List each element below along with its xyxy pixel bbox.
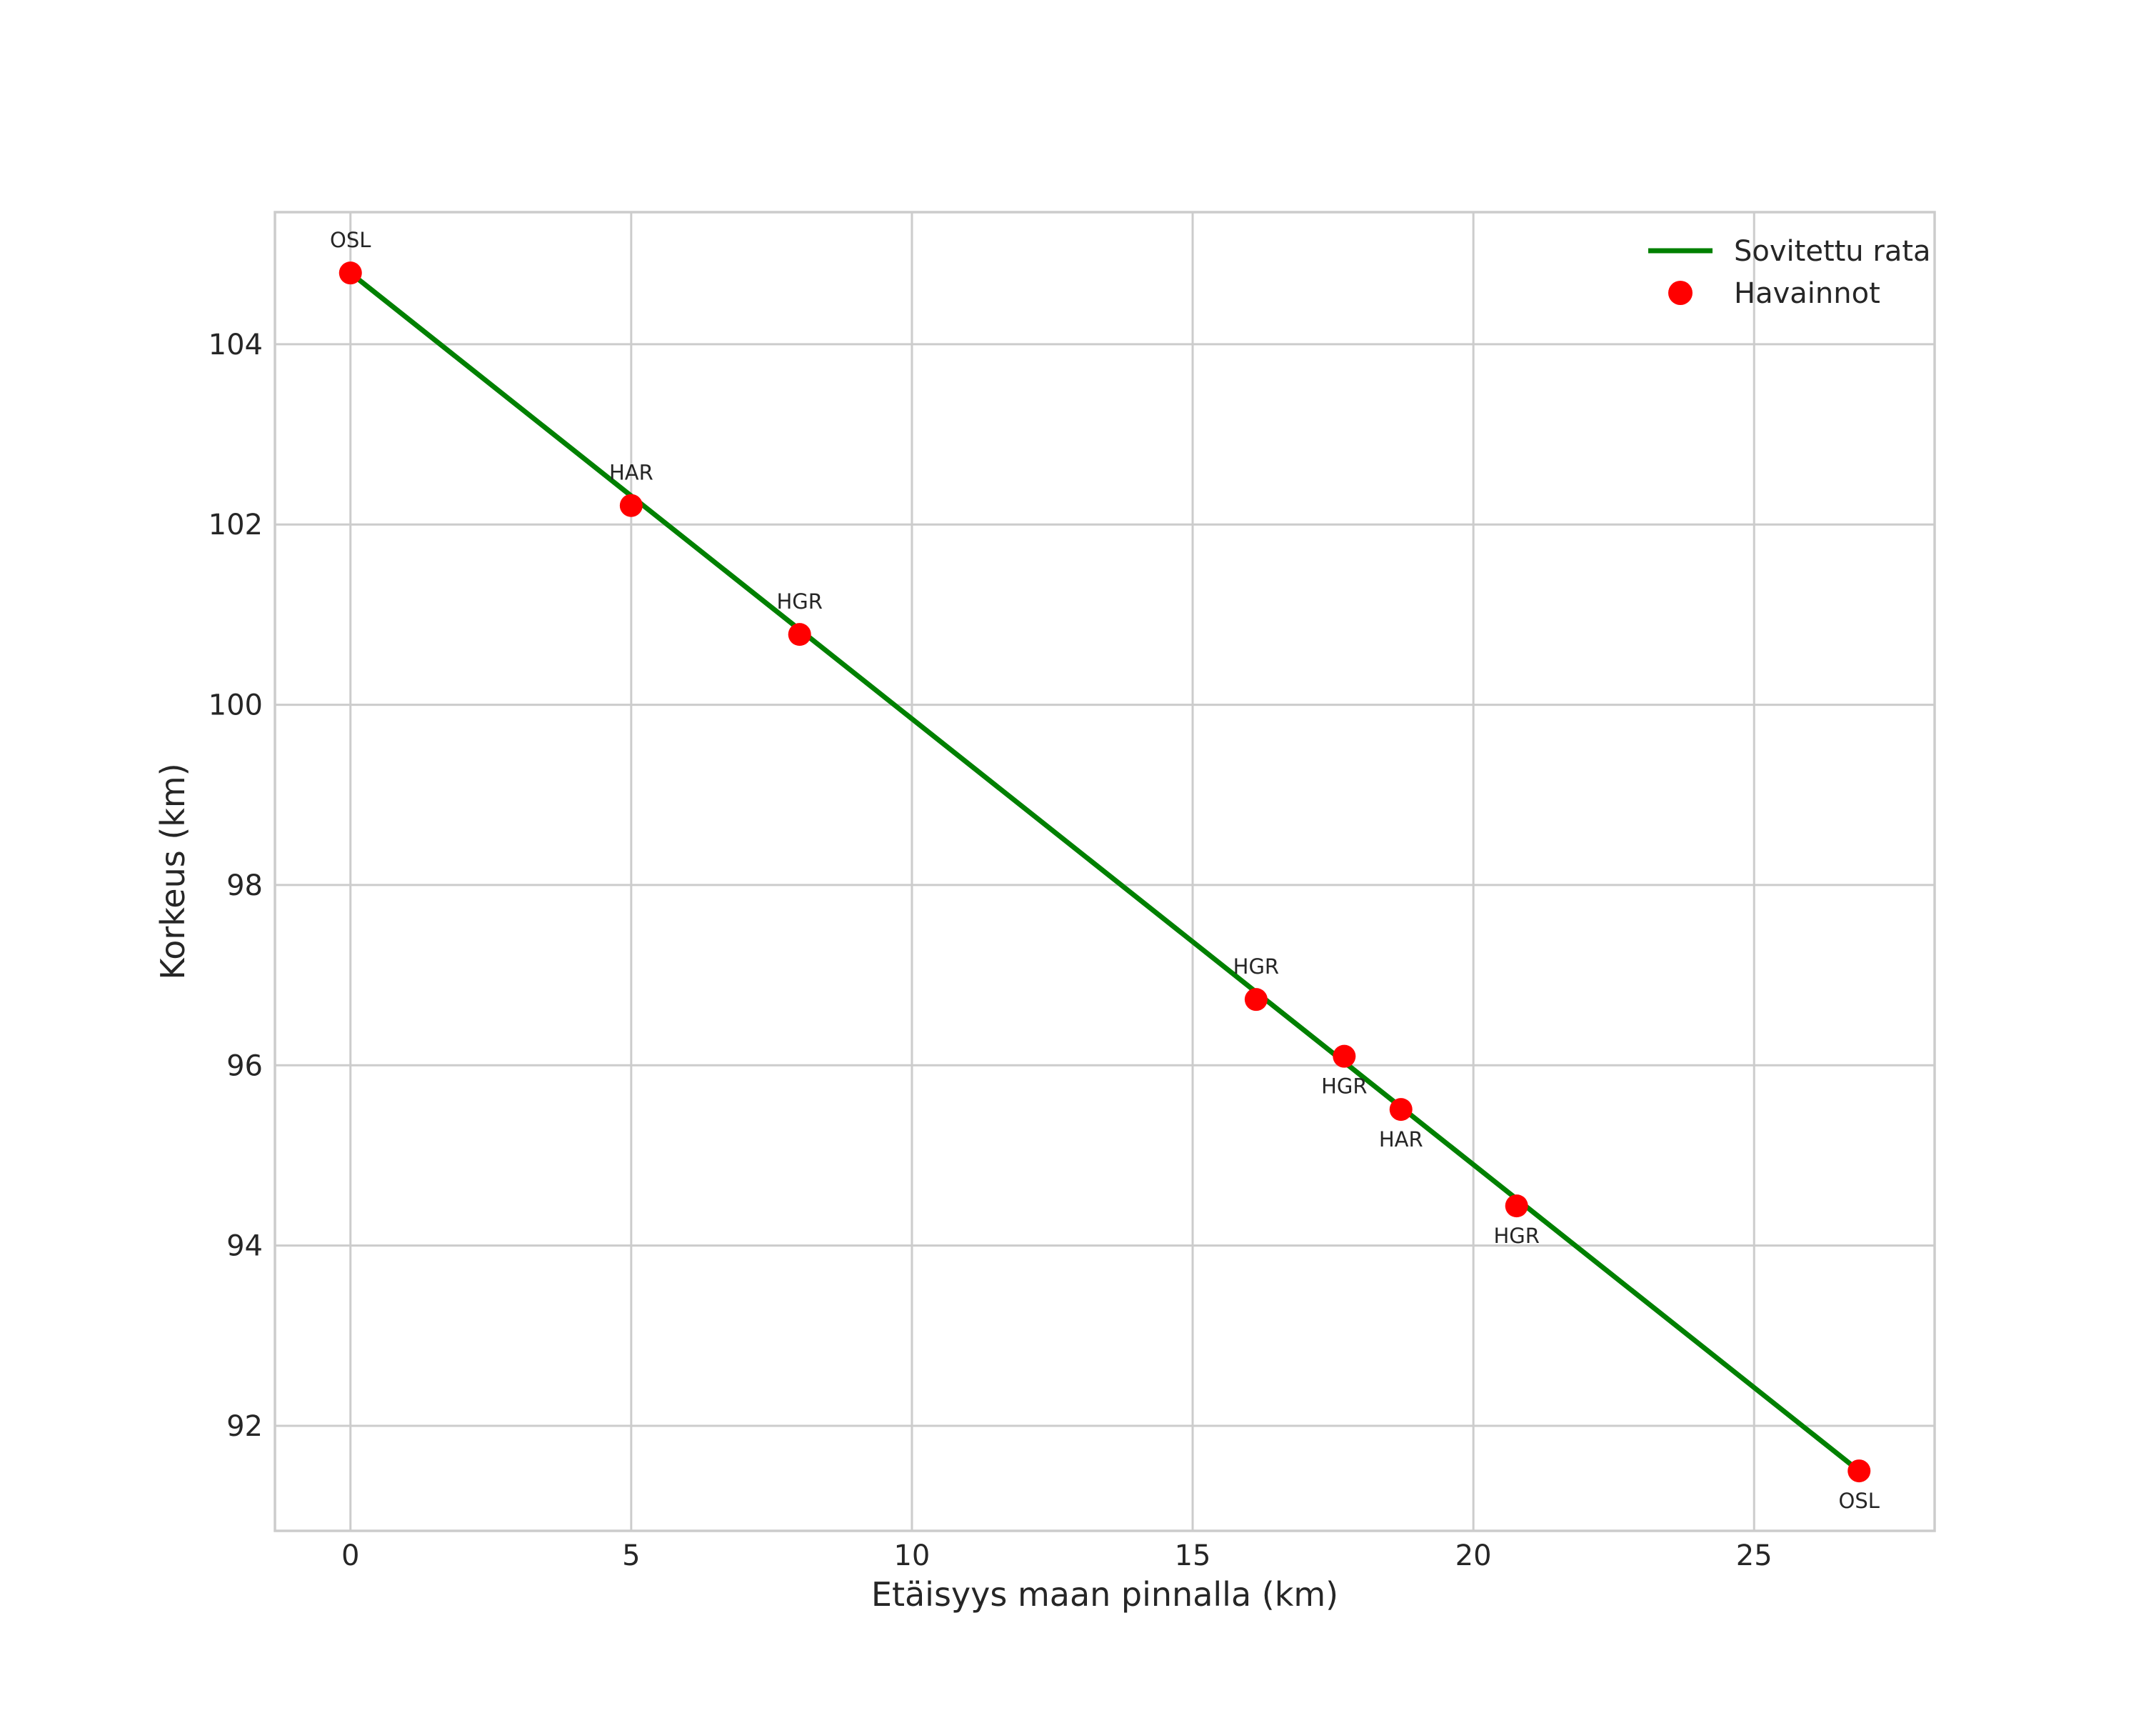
y-tick-label: 102 [209,509,263,541]
x-axis-label: Etäisyys maan pinnalla (km) [871,1575,1338,1614]
plot-border [274,211,1936,1532]
point-label: HGR [1493,1224,1539,1248]
legend: Sovitettu rata Havainnot [1648,235,1931,310]
data-point-har [1389,1098,1413,1122]
x-tick-label: 20 [1455,1539,1492,1572]
observation-points [339,261,1871,1483]
legend-marker-sample [1668,281,1693,305]
y-tick-label: 100 [209,689,263,722]
x-tick-label: 0 [341,1539,359,1572]
x-tick-label: 25 [1736,1539,1773,1572]
y-tick-label: 104 [209,329,263,361]
data-point-hgr [1244,988,1268,1012]
point-label: HAR [1379,1127,1423,1152]
y-tick-label: 92 [226,1410,263,1443]
data-point-hgr [788,623,811,646]
point-label: HGR [776,589,822,614]
data-point-osl [339,261,362,285]
data-point-har [619,494,643,517]
point-labels: OSL HAR HGR HGR HGR HAR HGR OSL [330,228,1880,1513]
y-axis-ticks: 92 94 96 98 100 102 104 [209,329,263,1443]
x-axis-ticks: 0 5 10 15 20 25 [341,1539,1773,1572]
legend-label: Havainnot [1734,277,1880,310]
fitted-line [348,270,1862,1474]
data-point-hgr [1333,1044,1356,1068]
x-tick-label: 15 [1175,1539,1211,1572]
x-tick-label: 5 [622,1539,640,1572]
point-label: OSL [330,228,371,252]
point-label: HAR [609,461,653,485]
y-axis-label: Korkeus (km) [154,763,192,979]
gridlines [275,212,1935,1531]
y-tick-label: 98 [226,869,263,902]
legend-label: Sovitettu rata [1734,235,1931,268]
point-label: OSL [1839,1489,1880,1513]
y-tick-label: 96 [226,1049,263,1082]
data-point-hgr [1505,1194,1528,1218]
x-tick-label: 10 [893,1539,930,1572]
data-point-osl [1847,1459,1871,1483]
point-label: HGR [1321,1074,1367,1099]
point-label: HGR [1233,954,1279,979]
y-tick-label: 94 [226,1230,263,1263]
